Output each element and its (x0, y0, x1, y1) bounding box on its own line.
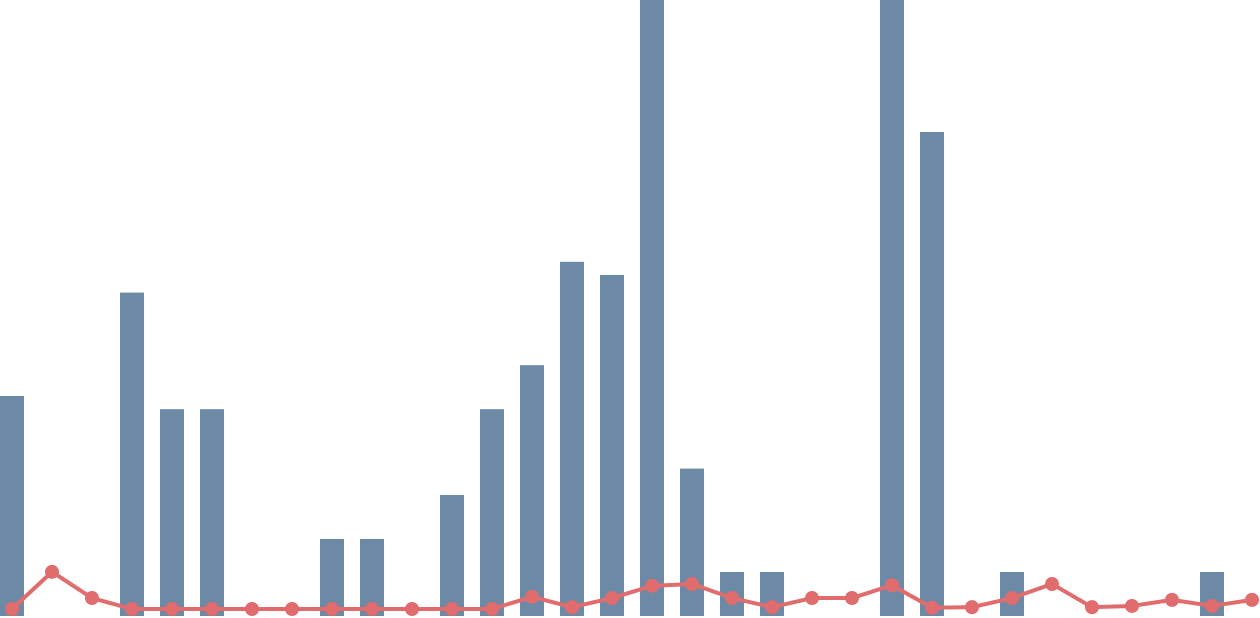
bar (640, 0, 664, 616)
line-point (605, 591, 619, 606)
line-point (1005, 591, 1019, 606)
line-point (1045, 577, 1059, 592)
line-point (685, 577, 699, 592)
bar (680, 468, 704, 616)
line-point (925, 600, 939, 615)
line-point (965, 600, 979, 615)
bar (440, 495, 464, 616)
line-point (45, 564, 59, 579)
line-point (1165, 592, 1179, 607)
line-point (245, 602, 259, 616)
line (10, 569, 1253, 611)
line-point (765, 600, 779, 615)
line-point (1205, 598, 1219, 613)
bar (600, 275, 624, 616)
line-point (365, 602, 379, 616)
line-point (1125, 598, 1139, 613)
line-point (325, 602, 339, 616)
line-point (725, 591, 739, 606)
line-point (285, 602, 299, 616)
line-point (205, 602, 219, 616)
bar (120, 292, 144, 616)
line-point (525, 589, 539, 604)
line-point (85, 591, 99, 606)
bar (920, 132, 944, 616)
bar (0, 396, 24, 616)
line-point (125, 602, 139, 616)
line-point (445, 602, 459, 616)
line-point (1245, 592, 1259, 607)
bar (480, 409, 504, 616)
line-point (165, 602, 179, 616)
line-point (845, 591, 859, 606)
bar (520, 365, 544, 616)
bar (200, 409, 224, 616)
line-point (485, 602, 499, 616)
line-point (405, 602, 419, 616)
line-point (885, 578, 899, 593)
line-point (5, 602, 19, 616)
bar (560, 261, 584, 616)
bar (880, 0, 904, 616)
line-point (1085, 600, 1099, 615)
line-point (645, 578, 659, 593)
bar (160, 409, 184, 616)
line-point (565, 600, 579, 615)
line-point (805, 591, 819, 606)
